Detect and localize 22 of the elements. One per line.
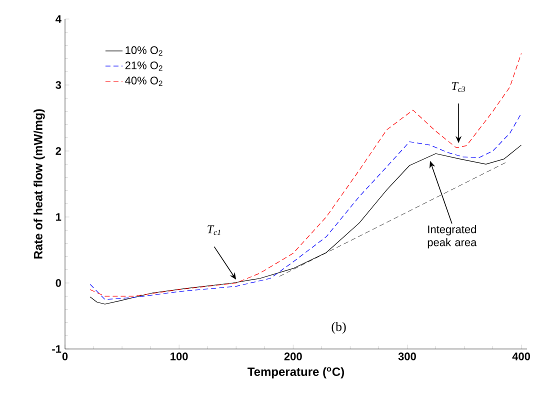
x-axis-title: Temperature ($^{o}$C) (248, 367, 344, 378)
y-tick-label: 3 (56, 81, 62, 89)
annotation: T$_{c3}$ (452, 82, 466, 92)
annotation: Integrated peak area (428, 225, 477, 248)
legend-label: 21% O$_{2}$ (125, 61, 162, 71)
y-tick-label: -1 (52, 345, 62, 353)
legend-label: 40% O$_{2}$ (125, 76, 162, 86)
annotation: (b) (332, 322, 346, 334)
x-tick-label: 300 (398, 352, 416, 360)
y-tick-label: 0 (56, 279, 62, 287)
annotation: T$_{c1}$ (208, 225, 220, 236)
y-axis-title: Rate of heat flow (mW/mg) (34, 109, 45, 259)
x-tick-label: 200 (284, 352, 302, 360)
x-tick-label: 0 (62, 352, 68, 360)
legend-label: 10% O$_{2}$ (126, 46, 162, 56)
y-tick-label: 1 (56, 213, 62, 221)
line-series (90, 144, 522, 304)
x-tick-label: 100 (170, 352, 188, 360)
x-tick-label: 400 (512, 352, 530, 360)
y-tick-label: 2 (56, 147, 62, 155)
y-tick-label: 4 (56, 15, 62, 23)
line-series (90, 113, 522, 300)
